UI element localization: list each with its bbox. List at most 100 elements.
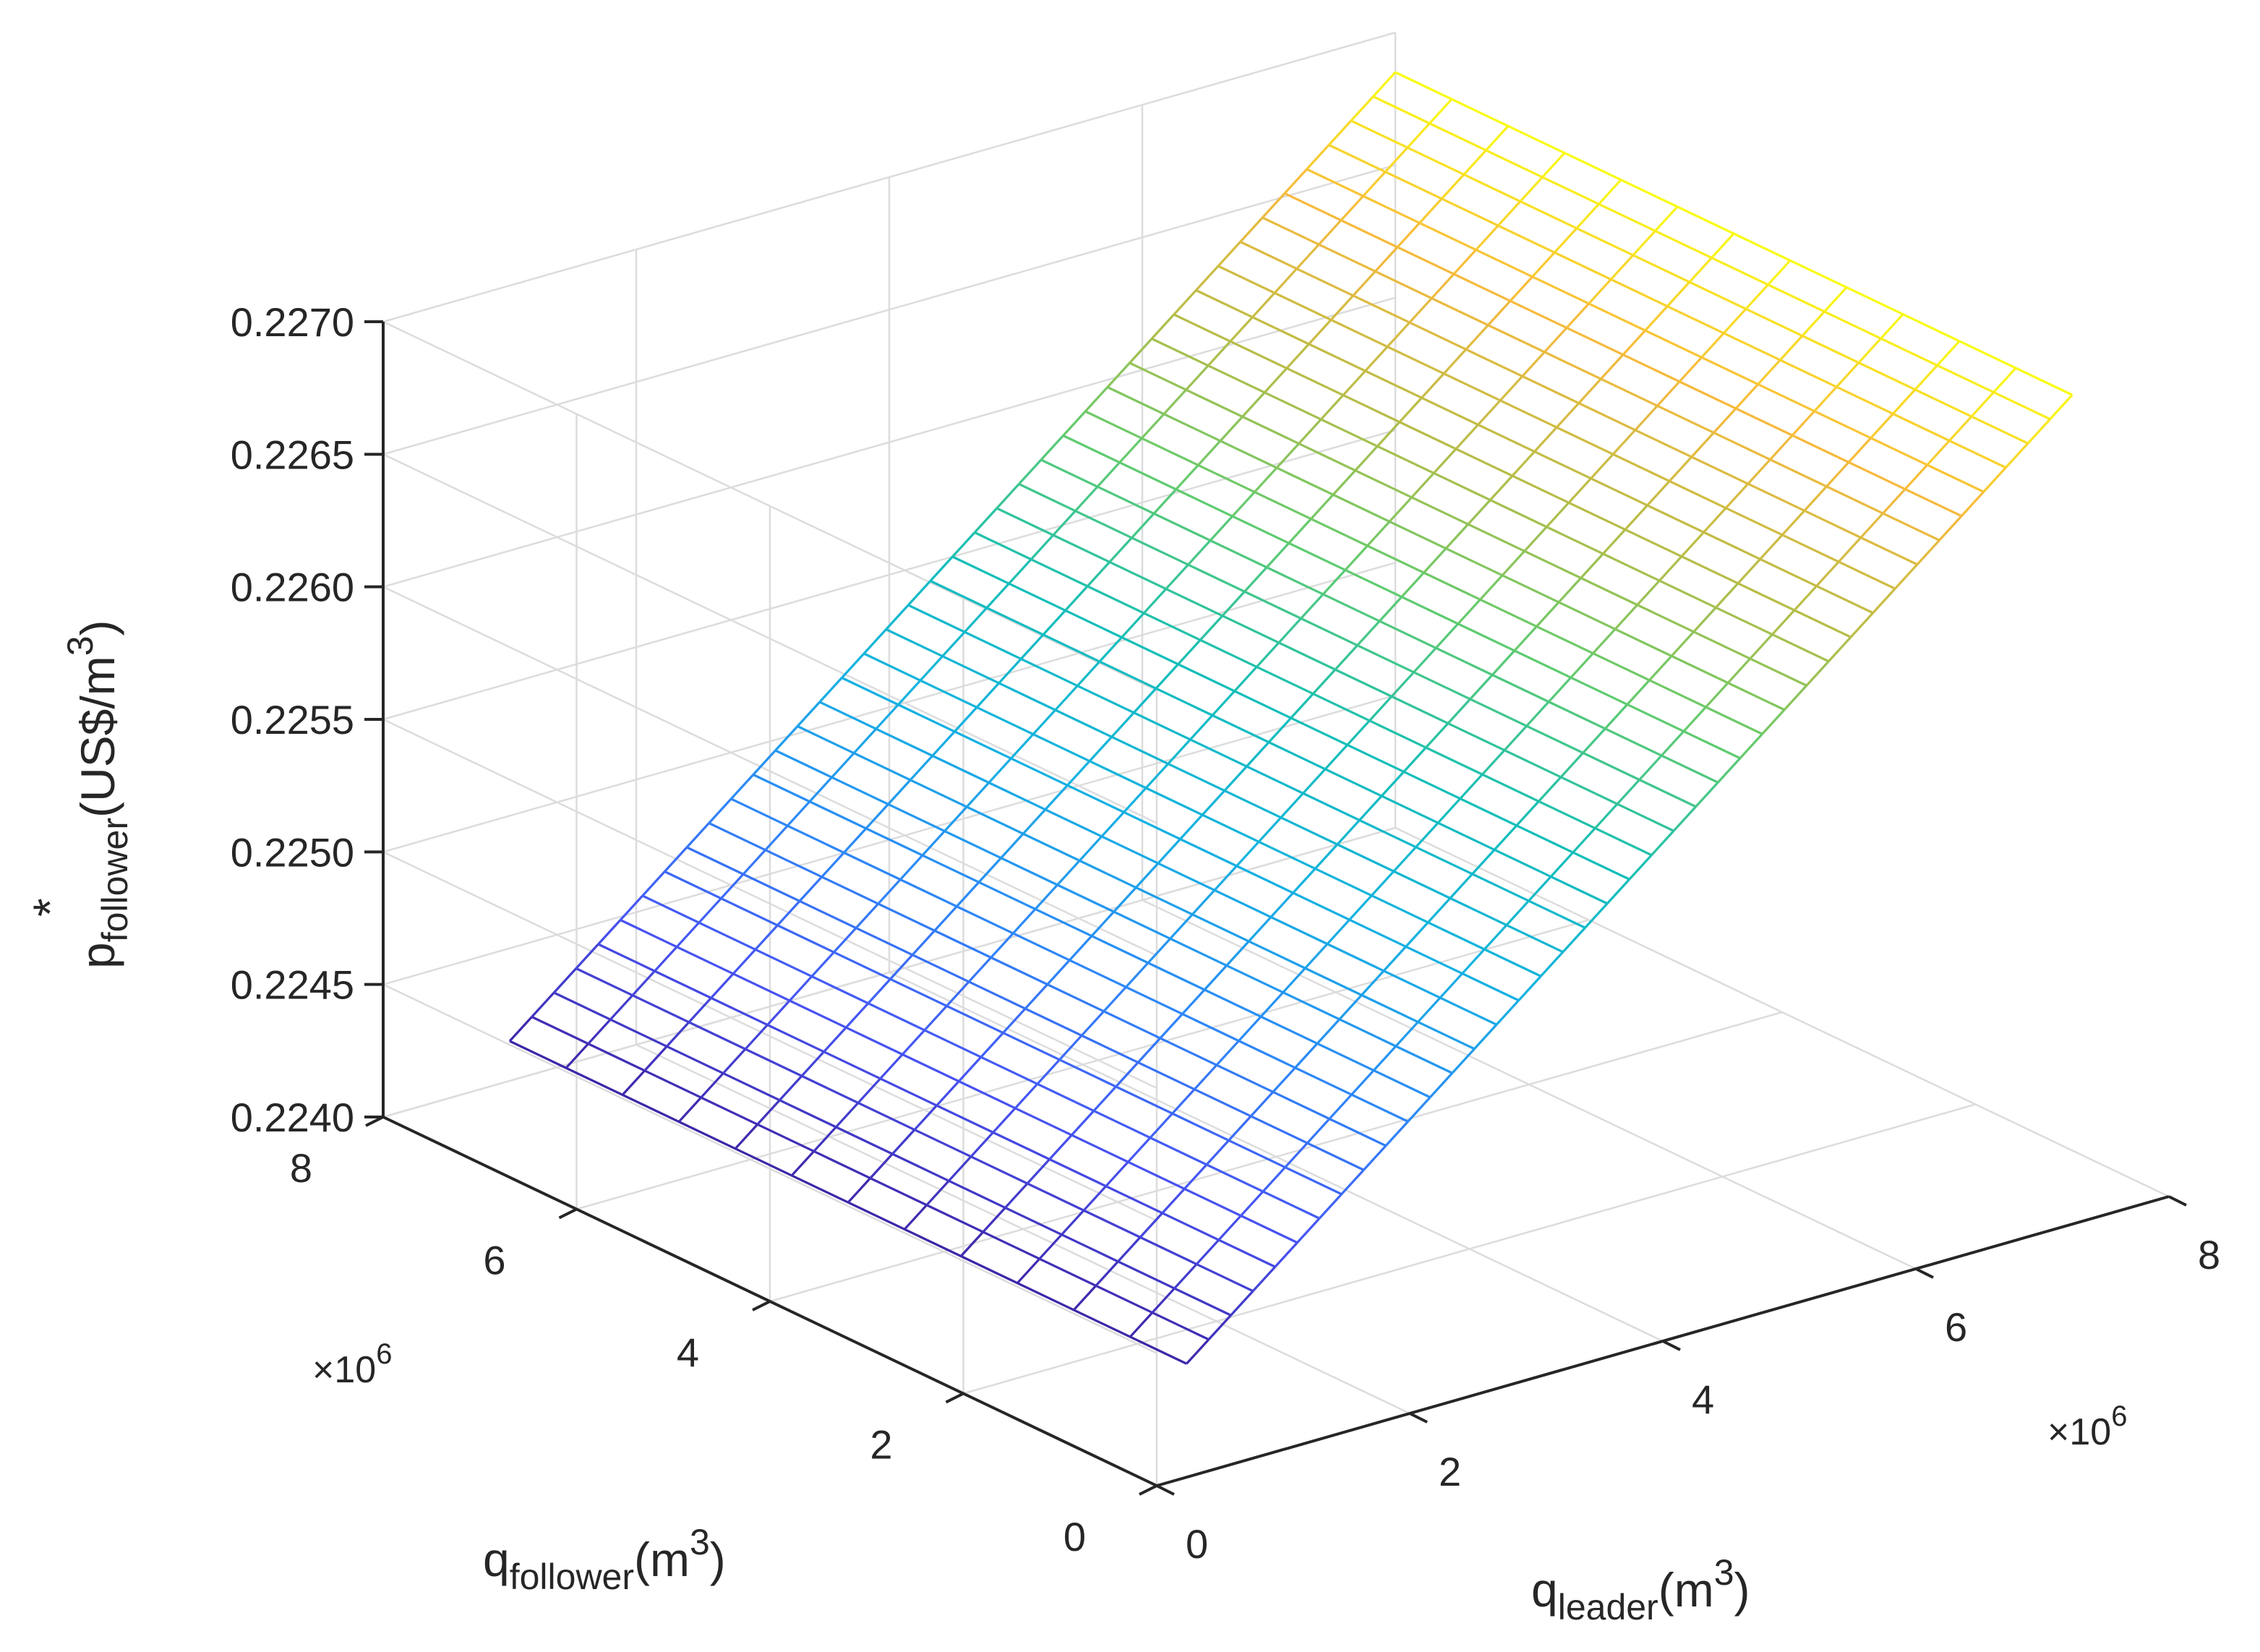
mesh-line-y <box>1306 1118 1331 1144</box>
grid-line-x-floor <box>1142 899 1917 1270</box>
mesh-line-y <box>1572 827 1596 854</box>
mesh-line-y <box>810 951 835 977</box>
mesh-line-y <box>1026 1158 1050 1185</box>
mesh-line-y <box>1069 935 1093 962</box>
mesh-line-y <box>1285 343 1310 369</box>
mesh-line-y <box>1358 795 1383 821</box>
mesh-line-y <box>1061 1210 1085 1236</box>
mesh-line-y <box>1034 883 1058 910</box>
mesh-line-y <box>1129 338 1153 364</box>
mesh-line-y <box>1475 224 1499 251</box>
mesh-line-y <box>1678 356 1703 382</box>
mesh-line-y <box>1338 994 1363 1020</box>
mesh-line-y <box>1433 448 1458 474</box>
mesh-line-y <box>813 1126 837 1152</box>
mesh-line-y <box>609 994 634 1021</box>
mesh-line-y <box>956 881 980 907</box>
mesh-line-y <box>1273 268 1298 294</box>
mesh-line-y <box>643 1045 668 1071</box>
mesh-line-y <box>1403 746 1427 773</box>
mesh-line-y <box>1098 636 1123 663</box>
mesh-line-y <box>1982 466 2007 493</box>
mesh-line-y <box>1207 341 1231 367</box>
mesh-line-y <box>1390 671 1415 698</box>
mesh-line-y <box>855 902 879 929</box>
mesh-line-y <box>936 1080 960 1107</box>
mesh-line-y <box>1700 332 1725 359</box>
mesh-line-y <box>1594 803 1619 829</box>
mesh-line-y <box>1032 709 1056 735</box>
mesh-line-y <box>1672 805 1697 832</box>
grid-lines <box>382 31 2170 1487</box>
mesh-line-y <box>1626 679 1651 706</box>
mesh-line-y <box>1465 324 1489 351</box>
mesh-line-y <box>1217 241 1241 268</box>
mesh-line-y <box>1229 316 1254 343</box>
mesh-line-y <box>1330 294 1354 321</box>
mesh-line-y <box>1656 380 1681 407</box>
mesh-line-y <box>1296 244 1320 270</box>
z-tick-label: 0.2265 <box>231 432 354 477</box>
mesh-line-y <box>988 757 1012 784</box>
mesh-line-y <box>1384 147 1408 173</box>
mesh-line-y <box>1531 252 1556 278</box>
mesh-line-y <box>1008 558 1032 585</box>
mesh-line-y <box>1100 811 1125 838</box>
mesh-line-y <box>821 852 845 878</box>
mesh-line-y <box>1503 725 1528 751</box>
mesh-line-y <box>1513 625 1538 652</box>
mesh-line-y <box>1095 1260 1119 1287</box>
mesh-line-y <box>708 797 732 824</box>
mesh-line-y <box>1723 308 1747 334</box>
mesh-line-y <box>1002 1008 1027 1034</box>
mesh-line-y <box>744 1024 769 1050</box>
mesh-line-y <box>1936 340 1961 367</box>
mesh-line-y <box>1457 599 1481 625</box>
mesh-line-y <box>1161 1188 1186 1214</box>
mesh-line-y <box>1434 622 1459 649</box>
mesh-line-y <box>869 1153 894 1179</box>
mesh-line-y <box>1739 733 1763 759</box>
mesh-line-y <box>1813 386 1838 412</box>
mesh-line-y <box>1411 472 1435 499</box>
mesh-line-y <box>1554 227 1578 254</box>
mesh-line-y <box>885 604 909 630</box>
mesh-line-y <box>1336 819 1361 846</box>
mesh-line-y <box>847 1177 871 1204</box>
surface-mesh <box>508 71 2073 1365</box>
mesh-line-y <box>1199 615 1224 641</box>
mesh-line-y <box>967 956 992 983</box>
mesh-line-y <box>698 897 722 924</box>
mesh-line-y <box>1187 539 1212 566</box>
mesh-line-y <box>1231 491 1256 518</box>
mesh-line-y <box>1298 418 1322 445</box>
mesh-line-y <box>1803 485 1828 512</box>
mesh-line-y <box>823 1027 847 1053</box>
x-tick <box>1915 1267 1934 1279</box>
mesh-line-y <box>1257 816 1282 843</box>
mesh-line-y <box>1340 1169 1365 1195</box>
mesh-line-y <box>966 782 990 808</box>
mesh-line-y <box>1519 176 1544 202</box>
mesh-line-y <box>1189 714 1214 741</box>
mesh-line-y <box>1240 1190 1264 1217</box>
mesh-line-y <box>1372 71 1397 98</box>
mesh-line-y <box>1396 222 1421 248</box>
mesh-line-y <box>1477 399 1502 426</box>
mesh-line-y <box>1151 1287 1176 1314</box>
z-tick-label: 0.2270 <box>231 299 354 345</box>
mesh-line-y <box>553 967 578 994</box>
mesh-line-y <box>1292 868 1317 894</box>
mesh-line-y <box>1499 375 1523 402</box>
y-axis-multiplier: ×106 <box>312 1338 392 1391</box>
mesh-line-y <box>1219 416 1244 442</box>
mesh-line-y <box>734 1124 758 1150</box>
z-axis-title: pfollower(US$/m3) <box>60 620 135 970</box>
mesh-line-y <box>1127 1137 1152 1163</box>
mesh-line-y <box>985 583 1010 609</box>
mesh-line-y <box>1163 389 1187 415</box>
mesh-line-y <box>1452 249 1477 275</box>
mesh-line-y <box>1195 265 1220 291</box>
mesh-line-y <box>1038 1233 1063 1260</box>
mesh-line-y <box>1544 327 1568 354</box>
